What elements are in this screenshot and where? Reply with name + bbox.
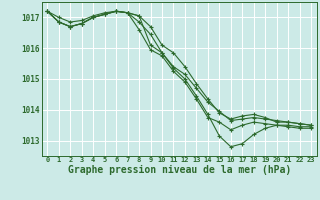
- X-axis label: Graphe pression niveau de la mer (hPa): Graphe pression niveau de la mer (hPa): [68, 165, 291, 175]
